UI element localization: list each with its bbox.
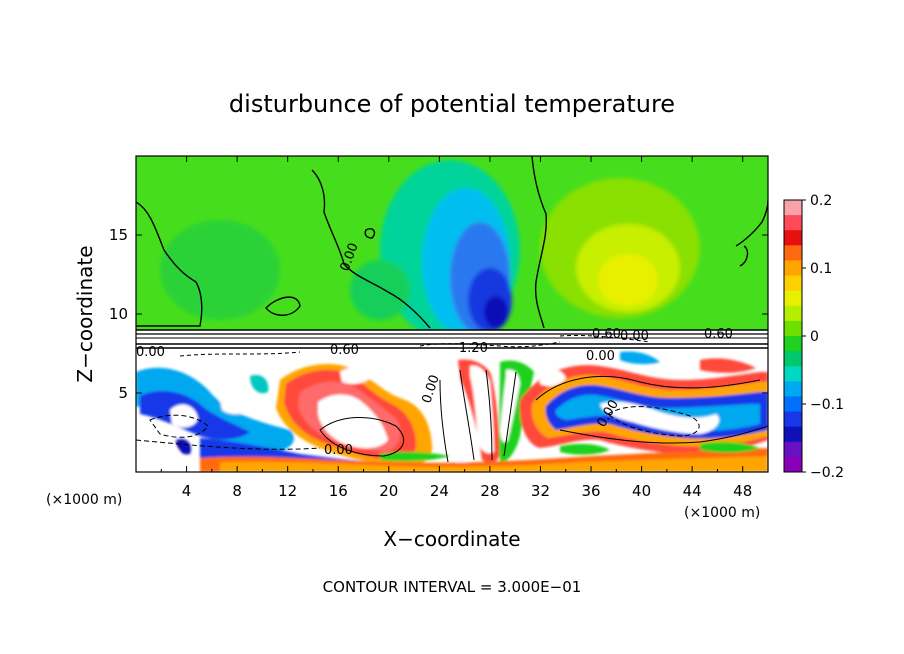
contour-interval: CONTOUR INTERVAL = 3.000E−01 [323, 578, 582, 596]
colorbar-tick-label: −0.1 [810, 397, 844, 413]
colorbar [784, 200, 802, 473]
x-axis-label: X−coordinate [383, 527, 520, 551]
x-tick-label: 20 [379, 482, 398, 500]
contour-label: 0.00 [136, 345, 165, 360]
colorbar-swatch [784, 381, 802, 397]
colorbar-swatch [784, 275, 802, 292]
x-tick-label: 36 [581, 482, 600, 500]
band-dash-contours [179, 334, 651, 357]
x-tick-label: 40 [632, 482, 651, 500]
contour-label: 0.60 [704, 327, 733, 342]
colorbar-tick-label: 0.2 [810, 193, 832, 209]
x-tick-label: 12 [278, 482, 297, 500]
plot-area [136, 156, 768, 472]
contour-label: 0.00 [324, 443, 353, 458]
x-tick-label: 24 [430, 482, 449, 500]
colorbar-swatch [784, 351, 802, 367]
contour-label: 0.00 [620, 329, 649, 344]
colorbar-tick-label: −0.2 [810, 465, 844, 481]
x-tick-label: 16 [329, 482, 348, 500]
colorbar-swatch [784, 456, 802, 473]
x-unit-right: (×1000 m) [684, 505, 760, 521]
colorbar-swatch [784, 260, 802, 277]
colorbar-swatch [784, 200, 802, 216]
colorbar-swatch [784, 290, 802, 307]
colorbar-swatch [784, 320, 802, 337]
colorbar-swatch [784, 366, 802, 382]
x-tick-label: 28 [480, 482, 499, 500]
y-tick-label: 15 [109, 226, 128, 244]
colorbar-swatch [784, 245, 802, 261]
contour-label: −1.20 [448, 341, 488, 356]
x-tick-label: 48 [733, 482, 752, 500]
x-tick-label: 44 [683, 482, 702, 500]
contour-label: 0.60 [330, 343, 359, 358]
x-unit-left: (×1000 m) [46, 492, 122, 508]
colorbar-swatch [784, 411, 802, 428]
y-tick-label: 10 [109, 305, 128, 323]
x-tick-label: 32 [531, 482, 550, 500]
colorbar-swatch [784, 441, 802, 458]
contour-label: 0.00 [586, 349, 615, 364]
lower-contours [136, 369, 768, 463]
colorbar-swatch [784, 396, 802, 413]
contour-label: 0.60 [592, 327, 621, 342]
x-tick-label: 8 [232, 482, 242, 500]
colorbar-swatch [784, 230, 802, 246]
colorbar-swatch [784, 305, 802, 322]
y-axis-label: Z−coordinate [73, 245, 97, 382]
colorbar-tick-label: 0.1 [810, 261, 832, 277]
colorbar-swatch [784, 336, 802, 352]
colorbar-tick-label: 0 [810, 329, 819, 345]
colorbar-swatch [784, 215, 802, 231]
chart-title: disturbunce of potential temperature [229, 90, 675, 118]
x-axis: 4 8 12 16 20 24 28 32 36 40 44 48 [160, 156, 752, 500]
upper-field [160, 160, 700, 340]
colorbar-ticks: 0.2 0.1 0 −0.1 −0.2 [802, 193, 844, 481]
lower-structures [136, 351, 768, 472]
y-axis: 5 10 15 [109, 226, 768, 402]
y-tick-label: 5 [118, 384, 128, 402]
colorbar-swatch [784, 426, 802, 443]
x-tick-label: 4 [182, 482, 192, 500]
contour-lines [136, 156, 768, 329]
